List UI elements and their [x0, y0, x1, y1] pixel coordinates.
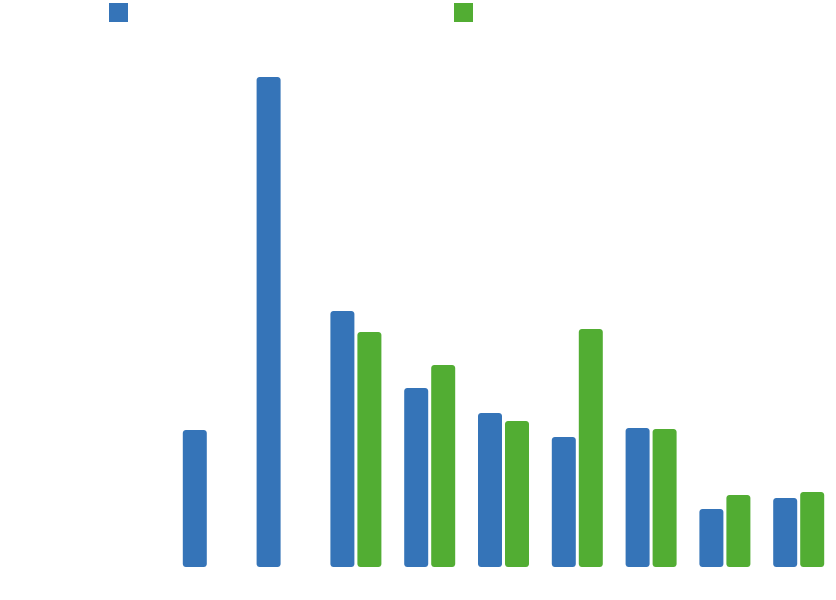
bar — [330, 311, 355, 567]
bar — [357, 332, 382, 567]
bar — [726, 495, 751, 567]
bar — [652, 429, 677, 567]
bar — [478, 413, 502, 567]
bar — [800, 492, 825, 567]
legend-swatch — [109, 3, 128, 22]
bar — [505, 421, 529, 567]
bar — [625, 428, 650, 567]
bar — [431, 365, 456, 567]
legend-swatch — [454, 3, 473, 22]
bar — [773, 498, 798, 567]
bar — [551, 437, 576, 567]
bar — [699, 509, 724, 567]
bar — [256, 77, 281, 567]
bar — [182, 430, 207, 567]
bar — [578, 329, 603, 567]
bar — [404, 388, 429, 567]
